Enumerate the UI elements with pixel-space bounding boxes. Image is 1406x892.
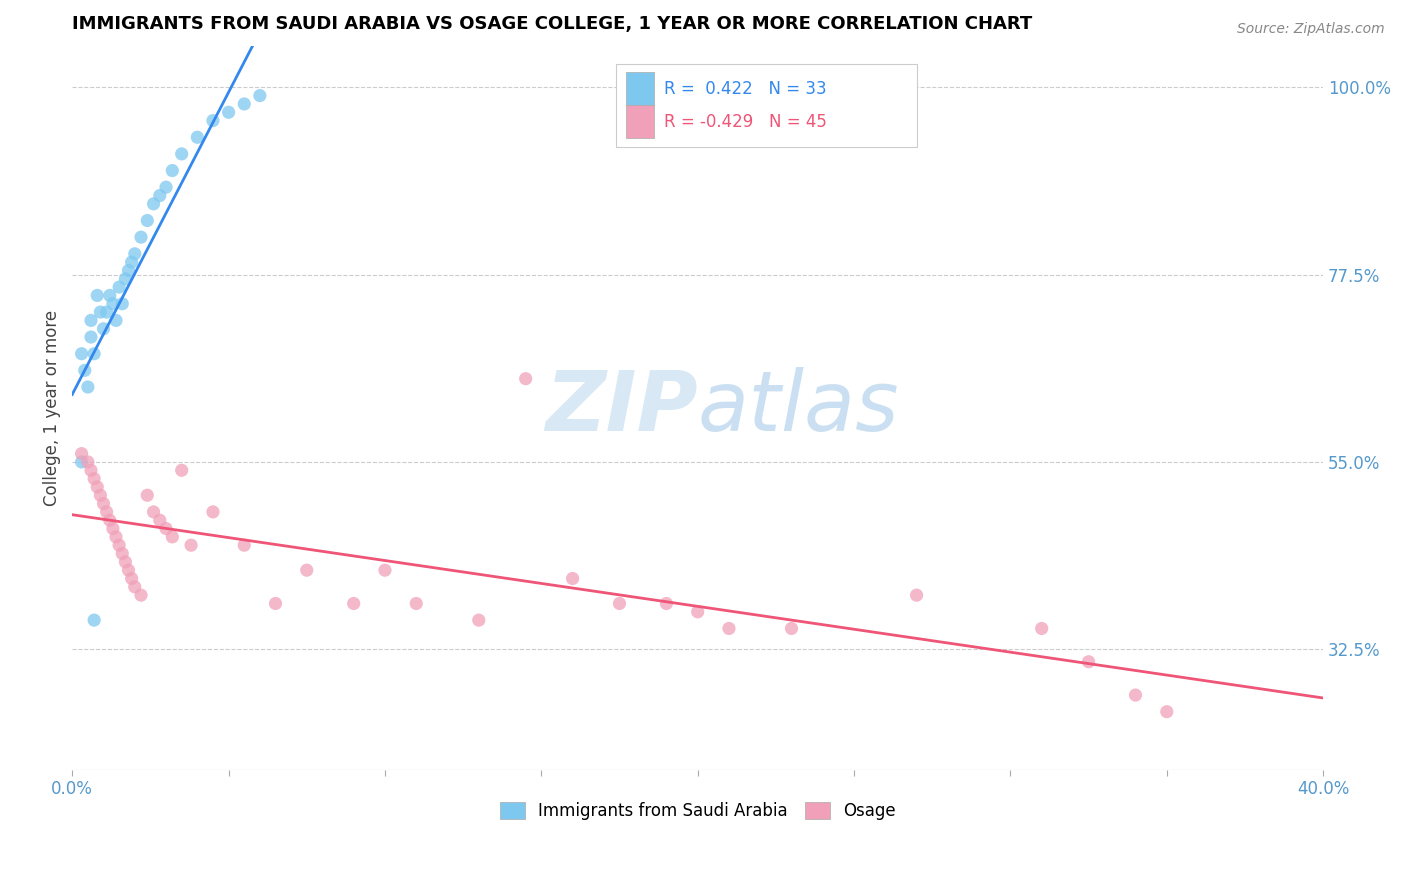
Point bbox=[162, 163, 184, 178]
Point bbox=[149, 513, 172, 527]
Point bbox=[124, 580, 146, 594]
Point bbox=[142, 505, 165, 519]
Point bbox=[201, 505, 224, 519]
Text: Source: ZipAtlas.com: Source: ZipAtlas.com bbox=[1237, 22, 1385, 37]
Point bbox=[117, 263, 139, 277]
Point bbox=[295, 563, 318, 577]
Point bbox=[121, 572, 143, 586]
Point bbox=[114, 272, 136, 286]
Point bbox=[83, 472, 105, 486]
Point bbox=[105, 313, 128, 327]
Point bbox=[186, 130, 208, 145]
Point bbox=[405, 597, 427, 611]
Point bbox=[155, 522, 177, 536]
Point bbox=[98, 513, 121, 527]
Point bbox=[96, 305, 118, 319]
Point bbox=[233, 538, 256, 552]
Point bbox=[468, 613, 491, 627]
Point bbox=[83, 613, 105, 627]
Point bbox=[264, 597, 287, 611]
Point bbox=[93, 497, 115, 511]
Point bbox=[89, 488, 111, 502]
Point bbox=[1156, 705, 1178, 719]
Point bbox=[180, 538, 202, 552]
Point bbox=[80, 330, 103, 344]
Point bbox=[70, 455, 93, 469]
Point bbox=[89, 305, 111, 319]
Point bbox=[86, 288, 108, 302]
Point bbox=[609, 597, 631, 611]
Point bbox=[96, 505, 118, 519]
Point bbox=[655, 597, 678, 611]
Point bbox=[86, 480, 108, 494]
Point bbox=[70, 447, 93, 461]
Point bbox=[101, 297, 124, 311]
Point bbox=[249, 88, 271, 103]
Text: atlas: atlas bbox=[697, 368, 900, 449]
Point bbox=[905, 588, 928, 602]
Point bbox=[162, 530, 184, 544]
Point bbox=[108, 538, 131, 552]
Point bbox=[149, 188, 172, 202]
Point bbox=[136, 213, 159, 227]
Point bbox=[218, 105, 240, 120]
Point bbox=[1125, 688, 1147, 702]
Text: R =  0.422   N = 33: R = 0.422 N = 33 bbox=[664, 80, 827, 98]
Point bbox=[561, 572, 583, 586]
Point bbox=[129, 230, 152, 244]
FancyBboxPatch shape bbox=[616, 63, 917, 147]
Point bbox=[83, 347, 105, 361]
Legend: Immigrants from Saudi Arabia, Osage: Immigrants from Saudi Arabia, Osage bbox=[494, 796, 903, 827]
Y-axis label: College, 1 year or more: College, 1 year or more bbox=[44, 310, 60, 506]
Point bbox=[343, 597, 366, 611]
Point bbox=[73, 363, 96, 377]
Text: ZIP: ZIP bbox=[546, 368, 697, 449]
Point bbox=[155, 180, 177, 194]
Point bbox=[98, 288, 121, 302]
Point bbox=[717, 622, 740, 636]
Point bbox=[201, 113, 224, 128]
Point bbox=[117, 563, 139, 577]
Point bbox=[76, 380, 98, 394]
Point bbox=[170, 463, 193, 477]
Point bbox=[136, 488, 159, 502]
Point bbox=[114, 555, 136, 569]
Point bbox=[374, 563, 396, 577]
Point bbox=[80, 313, 103, 327]
Bar bbox=[627, 72, 654, 105]
Point bbox=[93, 322, 115, 336]
Bar bbox=[627, 105, 654, 137]
Text: IMMIGRANTS FROM SAUDI ARABIA VS OSAGE COLLEGE, 1 YEAR OR MORE CORRELATION CHART: IMMIGRANTS FROM SAUDI ARABIA VS OSAGE CO… bbox=[72, 15, 1032, 33]
Point bbox=[111, 297, 134, 311]
Point bbox=[1077, 655, 1099, 669]
Point bbox=[780, 622, 803, 636]
Point bbox=[142, 197, 165, 211]
Point bbox=[170, 147, 193, 161]
Text: R = -0.429   N = 45: R = -0.429 N = 45 bbox=[664, 112, 827, 131]
Point bbox=[1031, 622, 1053, 636]
Point bbox=[101, 522, 124, 536]
Point bbox=[515, 372, 537, 386]
Point bbox=[686, 605, 709, 619]
Point bbox=[111, 547, 134, 561]
Point bbox=[70, 347, 93, 361]
Point bbox=[129, 588, 152, 602]
Point bbox=[80, 463, 103, 477]
Point bbox=[108, 280, 131, 294]
Point bbox=[121, 255, 143, 269]
Point bbox=[233, 97, 256, 112]
Point bbox=[76, 455, 98, 469]
Point bbox=[124, 247, 146, 261]
Point bbox=[105, 530, 128, 544]
